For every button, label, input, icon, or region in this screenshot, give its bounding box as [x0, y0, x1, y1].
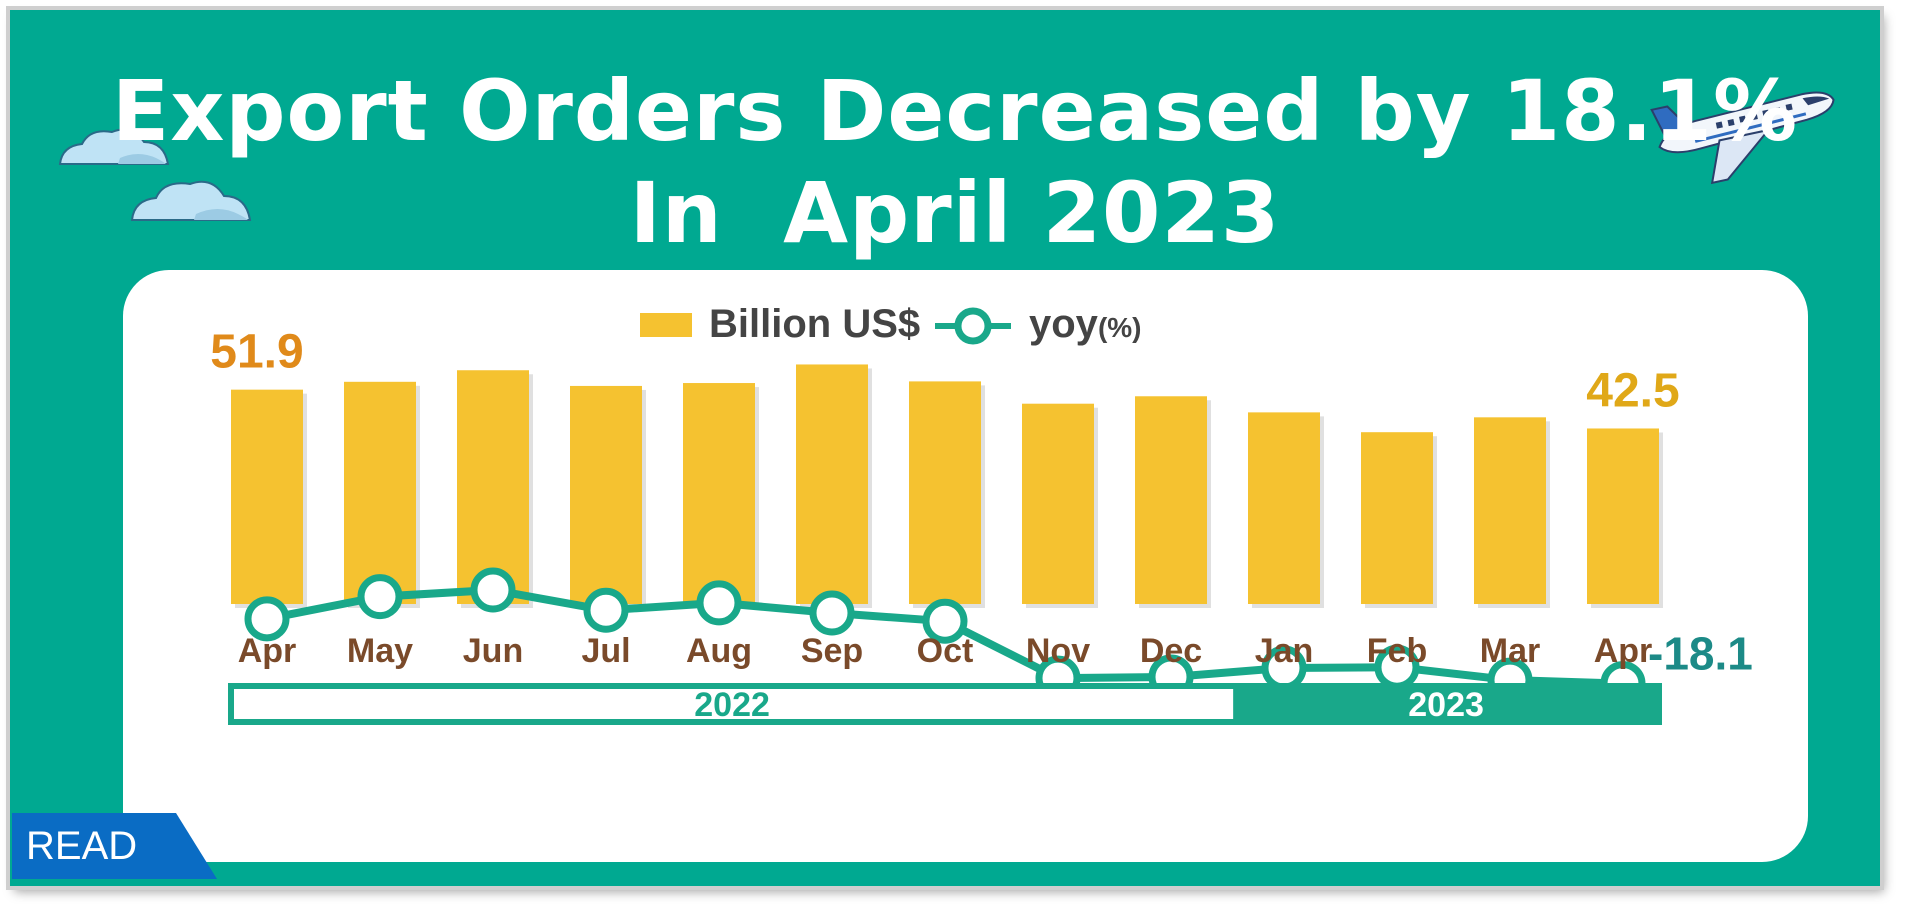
legend-bar-label: Billion US$ — [709, 302, 920, 346]
title-line-1: Export Orders Decreased by 18.1% — [111, 62, 1799, 160]
year-band-2023 — [1233, 686, 1659, 722]
month-tick-label: Apr — [1594, 632, 1653, 670]
chart-svg: Billion US$ yoy(%) Apr May Jun Jul Aug Sep Oct… — [210, 302, 1753, 725]
bar — [1248, 412, 1320, 604]
month-tick-label: May — [347, 632, 413, 670]
legend-line-label: yoy — [1029, 302, 1099, 346]
yoy-point — [357, 574, 403, 620]
bar — [909, 381, 981, 604]
read-badge-shape — [12, 813, 217, 879]
yoy-point — [470, 567, 516, 613]
month-tick-label: Feb — [1367, 632, 1427, 670]
month-tick-label: Nov — [1026, 632, 1090, 670]
bar — [457, 370, 529, 604]
bar-data-label-last: 42.5 — [1586, 364, 1679, 417]
bar — [1135, 396, 1207, 604]
bar — [683, 383, 755, 604]
legend-line-unit: (%) — [1098, 312, 1142, 343]
month-tick-label: Jun — [463, 632, 523, 670]
read-badge[interactable]: READ — [12, 813, 217, 879]
yoy-data-label-last: -18.1 — [1648, 628, 1753, 680]
legend-line-label-group: yoy(%) — [1029, 302, 1141, 346]
chart-title: Export Orders Decreased by 18.1% In Apri… — [10, 60, 1900, 264]
airplane-icon — [1650, 91, 1835, 185]
yoy-point — [583, 587, 629, 633]
bar — [1587, 428, 1659, 604]
chart-panel: Billion US$ yoy(%) Apr May Jun Jul Aug Sep Oct… — [123, 270, 1808, 862]
bar — [1361, 432, 1433, 604]
yoy-point — [696, 580, 742, 626]
month-tick-label: Aug — [686, 632, 752, 670]
month-tick-label: Dec — [1140, 632, 1202, 670]
year-axis: 2022 2023 — [228, 683, 1662, 725]
bar — [231, 389, 303, 604]
cloud-icon — [58, 128, 170, 165]
bar — [1474, 417, 1546, 604]
year-label: 2022 — [694, 686, 770, 724]
yoy-point — [809, 590, 855, 636]
month-tick-label: Sep — [801, 632, 863, 670]
bar — [344, 381, 416, 604]
legend-line-marker — [954, 307, 992, 345]
bar — [570, 385, 642, 604]
bar-data-label-first: 51.9 — [210, 326, 303, 379]
bar — [796, 364, 868, 604]
month-tick-label: Jan — [1255, 632, 1314, 670]
yoy-point — [244, 596, 290, 642]
bars-group — [231, 364, 1663, 608]
month-tick-label: Mar — [1480, 632, 1540, 670]
month-tick-label: Oct — [917, 632, 974, 670]
month-tick-label: Apr — [238, 632, 297, 670]
month-tick-label: Jul — [581, 632, 630, 670]
read-badge-label: READ — [26, 824, 138, 868]
legend: Billion US$ yoy(%) — [640, 302, 1141, 346]
bar — [1022, 403, 1094, 604]
title-line-2: In April 2023 — [629, 164, 1281, 262]
legend-bar-swatch — [640, 313, 692, 337]
year-label: 2023 — [1408, 686, 1484, 724]
labels-group: Apr May Jun Jul Aug Sep Oct Nov Dec Jan Feb Mar Apr 5… — [210, 326, 1753, 680]
cloud-icon — [130, 180, 252, 221]
yoy-point — [922, 598, 968, 644]
decorations-layer — [58, 91, 1835, 221]
background-frame: Export Orders Decreased by 18.1% In Apri… — [10, 10, 1880, 886]
